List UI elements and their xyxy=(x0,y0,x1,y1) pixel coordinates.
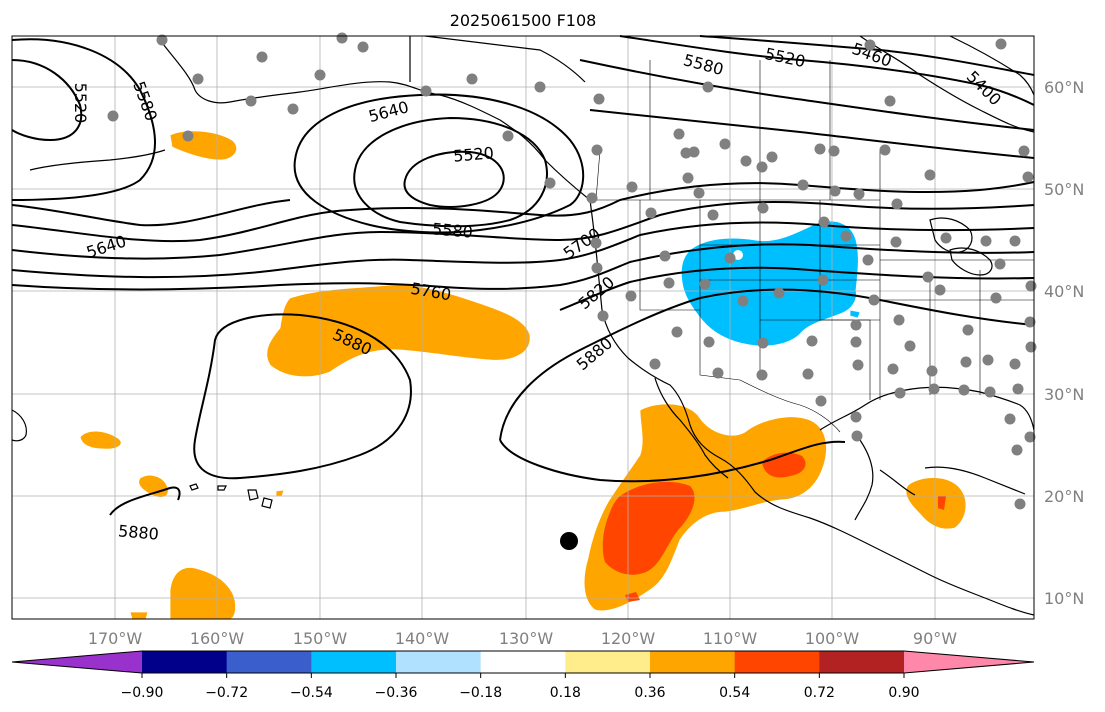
contour-top-right-3 xyxy=(579,59,1035,131)
colorbar-tick-label: −0.54 xyxy=(290,685,333,701)
contour-band-2 xyxy=(11,201,1035,260)
lon-label: 120°W xyxy=(601,629,656,648)
colorbar-segment xyxy=(226,651,312,673)
contour-5880-east xyxy=(499,288,1035,441)
contour-5580-nw xyxy=(11,38,156,201)
contour-top-right-1 xyxy=(619,35,1035,106)
storm-marker xyxy=(560,532,578,550)
fill-orange-south-pacific xyxy=(169,567,236,620)
fill-blue-hole xyxy=(733,250,743,260)
lat-label: 50°N xyxy=(1044,180,1084,199)
colorbar-tick-label: 0.54 xyxy=(719,685,750,701)
contour-5640-west xyxy=(11,199,291,227)
colorbar-tick-label: −0.18 xyxy=(459,685,502,701)
anomaly-fills xyxy=(79,130,967,620)
fill-blue-small xyxy=(849,309,861,319)
colorbar-extend-low xyxy=(12,651,142,673)
contour-top-right-4 xyxy=(589,109,1035,159)
chart-title: 2025061500 F108 xyxy=(450,11,597,30)
colorbar: −0.90 −0.72 −0.54 −0.36 −0.18 0.18 0.36 0.54 0.7… xyxy=(11,650,1035,701)
colorbar-tick-label: −0.36 xyxy=(375,685,418,701)
lat-label: 30°N xyxy=(1044,385,1084,404)
colorbar-segment xyxy=(311,651,397,673)
fill-blue-rockies xyxy=(680,220,859,347)
coastlines xyxy=(11,35,1035,616)
colorbar-segment xyxy=(142,651,228,673)
latitude-labels: 60°N 50°N 40°N 30°N 20°N 10°N xyxy=(1044,78,1084,608)
fill-orange-hawaii-1 xyxy=(79,430,122,450)
lon-label: 160°W xyxy=(190,629,245,648)
contour-label: 5580 xyxy=(431,219,473,241)
colorbar-tick-label: −0.72 xyxy=(205,685,248,701)
contour-5880-south xyxy=(499,439,846,483)
lon-label: 130°W xyxy=(499,629,554,648)
contour-5580-low xyxy=(353,116,548,228)
lon-label: 90°W xyxy=(913,629,957,648)
lon-label: 100°W xyxy=(805,629,860,648)
lat-label: 10°N xyxy=(1044,589,1084,608)
height-contours xyxy=(11,35,1035,516)
colorbar-segment xyxy=(734,651,820,673)
contour-5520-nw xyxy=(11,59,83,142)
colorbar-tick-label: −0.90 xyxy=(121,685,164,701)
fill-redorange-central-america xyxy=(938,496,946,510)
colorbar-segment xyxy=(480,651,566,673)
lon-label: 150°W xyxy=(293,629,348,648)
colorbar-segment xyxy=(396,651,482,673)
contour-label: 5880 xyxy=(117,521,159,543)
lon-label: 170°W xyxy=(88,629,143,648)
station-markers xyxy=(107,32,1037,510)
fill-orange-central-america xyxy=(905,477,967,530)
colorbar-tick-label: 0.18 xyxy=(550,685,581,701)
colorbar-tick-label: 0.72 xyxy=(804,685,835,701)
fill-redorange-mexico xyxy=(602,481,695,575)
contour-band-5 xyxy=(559,266,1035,311)
fill-orange-south-pacific-2 xyxy=(129,611,149,620)
lat-label: 40°N xyxy=(1044,282,1084,301)
lon-label: 140°W xyxy=(395,629,450,648)
contour-band-4 xyxy=(11,243,1035,291)
contour-label: 5520 xyxy=(452,143,494,165)
contour-5520-low xyxy=(403,150,505,208)
colorbar-segment xyxy=(650,651,736,673)
fill-redorange-mexico-3 xyxy=(625,592,640,602)
lon-label: 110°W xyxy=(703,629,758,648)
lat-label: 60°N xyxy=(1044,78,1084,97)
contour-label: 5520 xyxy=(71,83,90,124)
colorbar-extend-high xyxy=(904,651,1034,673)
contour-band-1 xyxy=(11,181,1035,243)
contour-5880-central xyxy=(193,313,412,480)
colorbar-tick-label: 0.90 xyxy=(888,685,919,701)
contour-top-right-2 xyxy=(699,35,1035,76)
colorbar-segment xyxy=(565,651,651,673)
map-frame xyxy=(11,35,1035,620)
longitude-labels: 170°W 160°W 150°W 140°W 130°W 120°W 110°… xyxy=(88,629,957,648)
colorbar-segment xyxy=(819,651,905,673)
lat-label: 20°N xyxy=(1044,487,1084,506)
colorbar-tick-label: 0.36 xyxy=(634,685,665,701)
contour-5640-ring xyxy=(293,93,585,234)
contour-5880-sw xyxy=(109,486,181,516)
